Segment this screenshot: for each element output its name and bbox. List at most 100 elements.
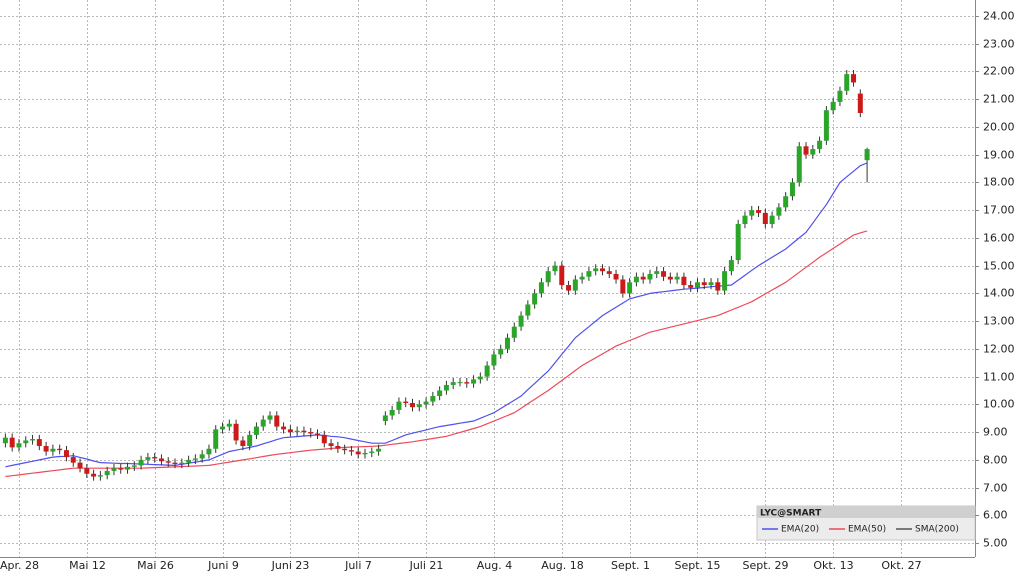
candle-body [179,462,185,465]
candle-body [233,423,239,441]
y-tick-label: 18.00 [983,176,1015,189]
candle-body [335,446,341,449]
candle-body [206,448,212,455]
y-tick-label: 13.00 [983,315,1015,328]
candle-body [342,448,348,451]
candle-body [654,271,660,274]
candle-body [192,458,198,460]
candle-body [131,465,137,467]
y-tick-label: 6.00 [983,509,1008,522]
candle-body [23,440,29,444]
candle-body [260,419,266,427]
candle-body [281,426,287,430]
candle-body [36,439,42,446]
candle-body [267,415,273,420]
y-tick-label: 24.00 [983,10,1015,23]
candle-body [91,473,97,477]
candle-body [416,404,422,408]
candle-body [647,273,653,280]
candle-body [579,276,585,280]
candle-body [226,423,232,427]
candle-body [403,401,409,403]
candle-body [471,379,477,384]
legend-label: EMA(20) [781,525,819,535]
candle-body [538,282,544,294]
candle-body [823,110,829,141]
y-tick-label: 10.00 [983,398,1015,411]
candle-body [484,365,490,377]
candle-body [722,271,728,291]
candle-body [220,426,226,430]
y-tick-label: 16.00 [983,232,1015,245]
y-tick-label: 17.00 [983,204,1015,217]
x-tick-label: Okt. 13 [813,559,853,572]
y-tick-label: 8.00 [983,454,1008,467]
x-tick-label: Okt. 27 [881,559,921,572]
candle-body [599,268,605,272]
candle-body [742,215,748,224]
candle-body [77,462,83,469]
candle-body [152,457,158,459]
legend-label: SMA(200) [915,525,959,535]
candle-body [9,437,15,448]
candle-body [620,279,626,294]
candle-body [552,265,558,272]
candle-body [423,401,429,405]
y-tick-label: 23.00 [983,38,1015,51]
candle-body [572,279,578,291]
candle-body [253,426,259,435]
candle-body [274,415,280,427]
indicator-line [5,230,868,478]
candle-body [817,140,823,150]
candle-body [735,224,741,261]
candle-body [511,326,517,338]
candle-body [294,430,300,433]
y-tick-label: 21.00 [983,93,1015,106]
legend-header [757,506,975,518]
candle-body [769,215,775,224]
x-tick-label: Juni 9 [207,559,239,572]
y-tick-label: 22.00 [983,65,1015,78]
candle-body [84,468,90,474]
candle-body [172,462,178,465]
candle-body [2,437,8,444]
candle-body [145,457,151,460]
x-tick-label: Aug. 4 [477,559,512,572]
candle-body [776,207,782,216]
candle-body [545,271,551,283]
candle-body [586,271,592,277]
x-tick-label: Mai 12 [69,559,106,572]
candle-body [410,402,415,408]
candle-body [376,448,382,452]
candle-body [661,271,667,277]
y-tick-label: 11.00 [983,371,1015,384]
candle-body [30,439,36,441]
candle-body [186,459,192,463]
candle-body [369,451,375,453]
candle-body [57,448,63,451]
candle-body [694,282,700,288]
y-tick-label: 7.00 [983,482,1008,495]
legend-title: LYC@SMART [760,509,822,519]
candle-body [667,276,673,280]
candle-body [430,396,436,402]
candle-body [715,282,721,291]
candle-body [301,430,307,433]
legend-label: EMA(50) [848,525,886,535]
x-tick-label: Mai 26 [137,559,174,572]
candle-body [640,276,646,280]
candle-body [606,271,612,274]
candle-body [315,433,321,435]
candle-body [708,282,714,286]
candle-body [437,390,443,397]
candle-body [796,146,802,183]
candle-body [837,90,843,102]
candle-body [247,434,253,446]
candle-body [50,448,56,452]
candle-body [165,461,171,463]
candle-body [389,409,395,416]
candle-body [674,276,680,280]
candle-body [457,382,463,384]
candle-body [240,440,246,446]
